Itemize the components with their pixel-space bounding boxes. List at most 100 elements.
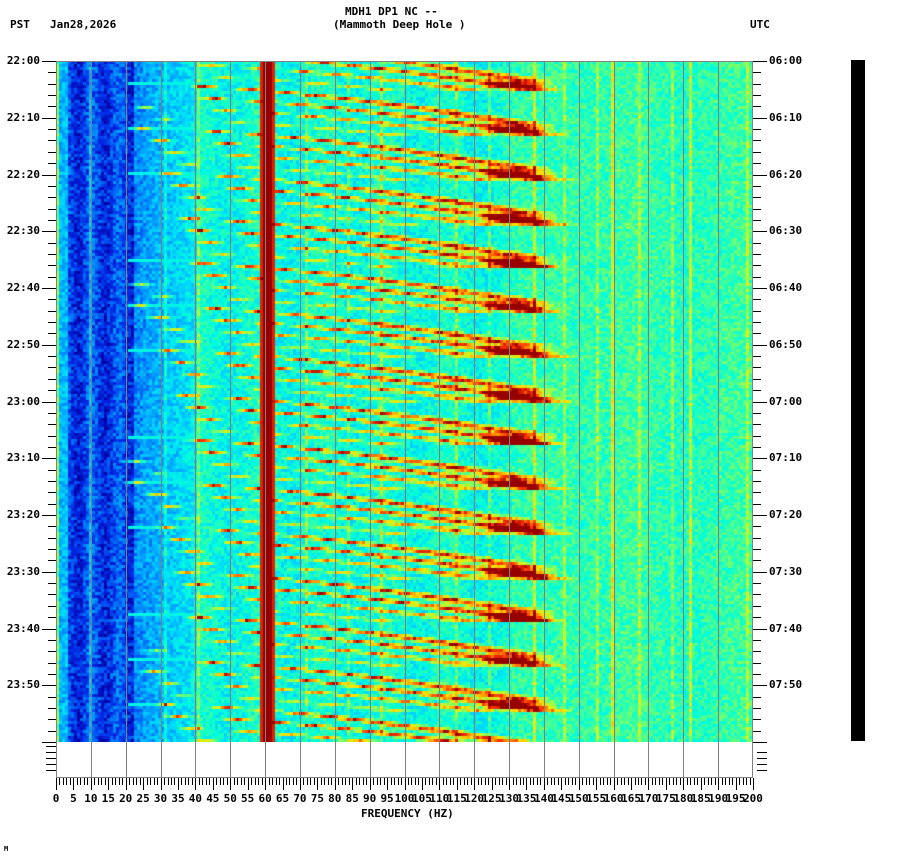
tick-minor-frequency: [251, 778, 252, 785]
tick-major-frequency: [474, 778, 475, 790]
tick-minor-pst: [48, 526, 56, 527]
tick-minor-pst: [48, 424, 56, 425]
tick-minor-frequency: [80, 778, 81, 785]
tick-major-pst: [42, 572, 56, 573]
tick-minor-frequency: [635, 778, 636, 785]
tick-minor-frequency: [122, 778, 123, 785]
tick-major-utc: [753, 402, 767, 403]
tick-minor-frequency: [363, 778, 364, 785]
frequency-tick-label: 20: [119, 792, 133, 805]
tick-minor-pst: [48, 651, 56, 652]
tick-minor-utc: [753, 481, 761, 482]
tick-minor-frequency: [147, 778, 148, 785]
tick-minor-frequency: [185, 778, 186, 785]
tick-minor-frequency: [533, 778, 534, 785]
tick-minor-frequency: [499, 778, 500, 785]
axis-stub-tick: [46, 770, 56, 771]
tick-minor-utc: [753, 367, 761, 368]
tick-minor-frequency: [98, 778, 99, 785]
frequency-tick-label: 70: [293, 792, 307, 805]
time-label-utc: 07:30: [769, 564, 803, 578]
axis-stub-tick: [46, 752, 56, 753]
gridline-vertical: [579, 61, 580, 778]
tick-major-pst: [42, 231, 56, 232]
tick-minor-frequency: [478, 778, 479, 785]
frequency-tick-label: 160: [603, 792, 624, 805]
tick-minor-frequency: [600, 778, 601, 785]
tick-minor-frequency: [554, 778, 555, 785]
tick-minor-utc: [753, 84, 761, 85]
tick-minor-frequency: [739, 778, 740, 785]
tick-minor-utc: [753, 617, 761, 618]
tick-minor-frequency: [453, 778, 454, 785]
tick-minor-frequency: [234, 778, 235, 785]
tick-minor-frequency: [136, 778, 137, 785]
gridline-vertical: [718, 61, 719, 778]
tick-minor-frequency: [384, 778, 385, 785]
tick-minor-pst: [48, 379, 56, 380]
tick-major-frequency: [370, 778, 371, 790]
gridline-vertical: [91, 61, 92, 778]
axis-stub-tick: [46, 746, 56, 747]
tick-minor-frequency: [115, 778, 116, 785]
tick-minor-utc: [753, 583, 761, 584]
gridline-vertical: [405, 61, 406, 778]
tick-minor-frequency: [690, 778, 691, 785]
tick-major-frequency: [405, 778, 406, 790]
frequency-tick-label: 65: [275, 792, 290, 805]
tick-minor-utc: [753, 254, 761, 255]
tick-minor-pst: [48, 560, 56, 561]
tick-major-frequency: [492, 778, 493, 790]
tick-minor-utc: [753, 152, 761, 153]
tick-minor-pst: [48, 413, 56, 414]
tick-minor-frequency: [628, 778, 629, 785]
tick-minor-utc: [753, 424, 761, 425]
tick-minor-frequency: [488, 778, 489, 785]
tick-minor-utc: [753, 72, 761, 73]
tick-minor-frequency: [220, 778, 221, 785]
tick-major-pst: [42, 288, 56, 289]
time-label-pst: 23:10: [6, 451, 40, 465]
tick-minor-frequency: [694, 778, 695, 785]
tick-minor-utc: [753, 697, 761, 698]
tick-minor-pst: [48, 367, 56, 368]
tick-major-frequency: [143, 778, 144, 790]
tick-major-frequency: [579, 778, 580, 790]
tick-minor-frequency: [244, 778, 245, 785]
tick-minor-pst: [48, 333, 56, 334]
tick-major-frequency: [213, 778, 214, 790]
tick-major-frequency: [195, 778, 196, 790]
tick-minor-frequency: [345, 778, 346, 785]
tick-minor-frequency: [164, 778, 165, 785]
tick-minor-frequency: [101, 778, 102, 785]
gridline-vertical: [126, 61, 127, 778]
tick-major-utc: [753, 231, 767, 232]
tick-major-frequency: [335, 778, 336, 790]
tick-minor-pst: [48, 277, 56, 278]
time-label-pst: 22:50: [6, 337, 40, 351]
axis-stub-tick: [757, 752, 767, 753]
tick-minor-frequency: [192, 778, 193, 785]
tick-major-frequency: [73, 778, 74, 790]
tick-major-frequency: [387, 778, 388, 790]
tick-minor-pst: [48, 549, 56, 550]
gridline-vertical: [300, 61, 301, 778]
tick-minor-frequency: [310, 778, 311, 785]
tick-major-pst: [42, 685, 56, 686]
tick-minor-frequency: [732, 778, 733, 785]
tick-minor-frequency: [589, 778, 590, 785]
tick-minor-pst: [48, 697, 56, 698]
tick-minor-pst: [48, 594, 56, 595]
tick-minor-pst: [48, 72, 56, 73]
tick-minor-pst: [48, 719, 56, 720]
gridline-vertical: [161, 61, 162, 778]
tick-major-pst: [42, 515, 56, 516]
tick-minor-frequency: [258, 778, 259, 785]
tick-minor-pst: [48, 481, 56, 482]
gridline-vertical: [265, 61, 266, 778]
tick-minor-frequency: [168, 778, 169, 785]
tick-minor-frequency: [303, 778, 304, 785]
tick-major-frequency: [126, 778, 127, 790]
frequency-tick-label: 175: [655, 792, 676, 805]
tick-minor-frequency: [140, 778, 141, 785]
